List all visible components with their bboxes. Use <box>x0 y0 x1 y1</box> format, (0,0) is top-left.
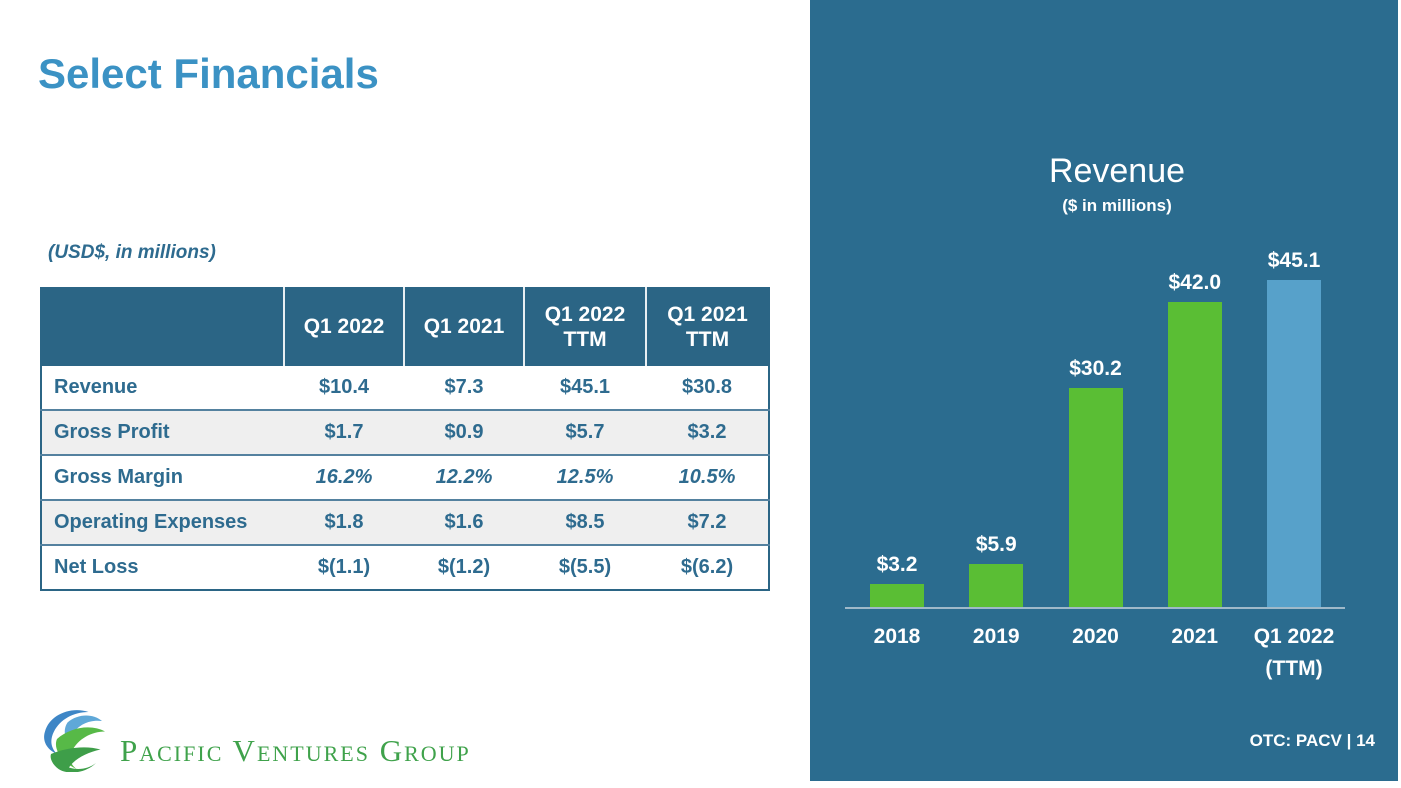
revenue-bar-2021 <box>1167 302 1222 607</box>
table-row: Revenue $10.4 $7.3 $45.1 $30.8 <box>41 366 769 410</box>
column-header: Q1 2021 TTM <box>645 288 769 366</box>
page-title: Select Financials <box>38 50 379 97</box>
ticker-page-number: OTC: PACV | 14 <box>1249 731 1375 750</box>
bar-value-label: $45.1 <box>1267 249 1321 272</box>
x-axis-label: 2019 <box>972 625 1020 648</box>
column-header: Q1 2021 <box>403 288 524 366</box>
column-header: Q1 2022 <box>283 288 404 366</box>
row-label: Gross Margin <box>41 454 284 500</box>
table-units-caption: (USD$, in millions) <box>48 242 216 263</box>
table-cell-value: $(1.1) <box>284 544 404 590</box>
revenue-bars: $3.2 2018 $5.9 2019 $30.2 2020 $42.0 2021 $45.1 Q… <box>845 249 1345 680</box>
row-label: Net Loss <box>41 544 284 590</box>
x-axis-line <box>845 607 1345 609</box>
table-row: Gross Profit $1.7 $0.9 $5.7 $3.2 <box>41 409 769 455</box>
table-cell-value: $1.6 <box>404 499 524 545</box>
financials-table-header: Q1 2022 Q1 2021 Q1 2022 TTM Q1 2021 TTM <box>41 288 769 366</box>
chart-title: Revenue <box>1048 152 1186 190</box>
table-cell-value: $(5.5) <box>524 544 646 590</box>
bar-value-label: $30.2 <box>1069 357 1122 380</box>
bar-value-label: $3.2 <box>876 553 918 576</box>
table-cell-value: $7.2 <box>646 499 769 545</box>
table-cell-value: $5.7 <box>524 409 646 455</box>
table-cell-value: 16.2% <box>284 454 404 500</box>
row-label: Gross Profit <box>41 409 284 455</box>
table-cell-value: 10.5% <box>646 454 769 500</box>
bar-value-label: $5.9 <box>975 533 1017 556</box>
table-cell-value: $3.2 <box>646 409 769 455</box>
chart-subtitle: ($ in millions) <box>1062 196 1172 215</box>
revenue-bar-2018 <box>870 584 924 607</box>
table-cell-value: $(6.2) <box>646 544 769 590</box>
table-row: Net Loss $(1.1) $(1.2) $(5.5) $(6.2) <box>41 544 769 590</box>
x-axis-label: 2018 <box>873 625 921 648</box>
table-cell-value: $7.3 <box>444 376 484 398</box>
revenue-bar-2019 <box>969 564 1024 607</box>
table-cell-value: $10.4 <box>318 376 370 398</box>
revenue-bar-2020 <box>1068 388 1123 607</box>
table-cell-value: $1.8 <box>284 499 404 545</box>
table-cell-value: 12.2% <box>404 454 524 500</box>
table-row: Gross Margin 16.2% 12.2% 12.5% 10.5% <box>41 454 769 500</box>
table-cell-value: $1.7 <box>284 409 404 455</box>
table-cell-value: $45.1 <box>559 376 611 398</box>
revenue-bar-q1-2022 <box>1267 280 1321 607</box>
globe-swirl-icon <box>34 706 110 777</box>
chart-header: Revenue ($ in millions) <box>867 152 1367 216</box>
table-cell-value: 12.5% <box>524 454 646 500</box>
x-axis-label: 2021 <box>1171 625 1219 648</box>
x-axis-label: 2020 <box>1072 625 1119 648</box>
revenue-chart-panel: Revenue ($ in millions) $3.2 2018 $5.9 2019… <box>810 0 1398 781</box>
company-logo-text: Pacific Ventures Group <box>120 732 471 768</box>
financials-table: Q1 2022 Q1 2021 Q1 2022 TTM Q1 2021 TTM Rev… <box>40 287 770 591</box>
table-cell-value: $0.9 <box>404 409 524 455</box>
row-label: Operating Expenses <box>41 499 284 545</box>
company-logo: Pacific Ventures Group <box>34 706 471 777</box>
row-label: Revenue <box>54 376 138 398</box>
financials-table-body: Revenue $10.4 $7.3 $45.1 $30.8 Gross Profit $1… <box>41 366 769 590</box>
column-header: Q1 2022 TTM <box>523 288 646 366</box>
table-cell-value: $30.8 <box>681 376 733 398</box>
bar-value-label: $42.0 <box>1168 271 1222 294</box>
table-row: Operating Expenses $1.8 $1.6 $8.5 $7.2 <box>41 499 769 545</box>
row-label-column-header <box>41 288 284 366</box>
x-axis-label: Q1 2022 (TTM) <box>1253 625 1335 680</box>
table-cell-value: $8.5 <box>524 499 646 545</box>
table-cell-value: $(1.2) <box>404 544 524 590</box>
